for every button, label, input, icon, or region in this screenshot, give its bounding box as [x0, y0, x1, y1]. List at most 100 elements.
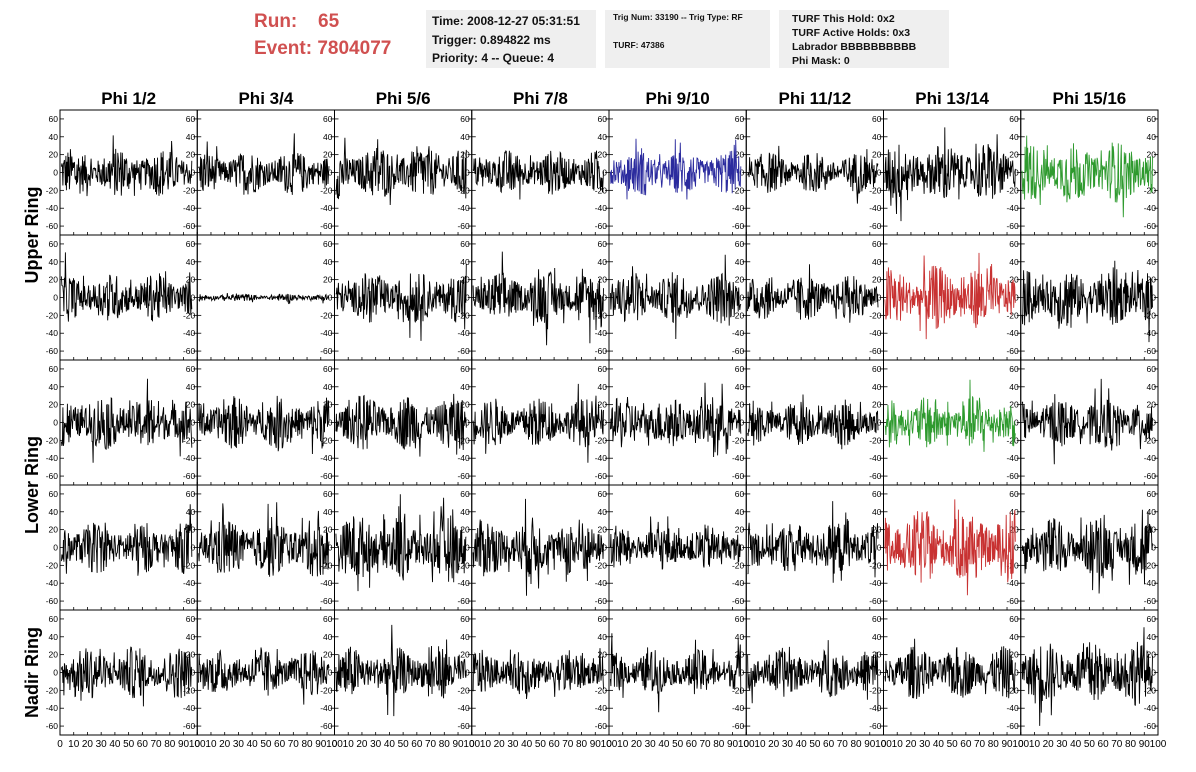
y-tick-label: 60 [1009, 239, 1019, 249]
x-tick-label: 40 [109, 739, 121, 750]
x-tick-label: 10 [754, 739, 766, 750]
y-tick-label: 20 [323, 150, 333, 160]
y-tick-label: -60 [732, 596, 745, 606]
x-tick-label: 60 [411, 739, 423, 750]
y-tick-label: -60 [869, 346, 882, 356]
y-tick-label: 0 [877, 168, 882, 178]
y-tick-label: -40 [1144, 578, 1157, 588]
y-tick-label: 60 [872, 114, 882, 124]
y-tick-label: -40 [46, 328, 59, 338]
y-tick-label: 40 [598, 507, 608, 517]
y-tick-label: -60 [595, 221, 608, 231]
waveform-trace [60, 378, 193, 463]
x-tick-label: 60 [274, 739, 286, 750]
y-tick-label: 40 [323, 507, 333, 517]
y-tick-label: -60 [1006, 596, 1019, 606]
y-tick-label: 60 [872, 239, 882, 249]
x-tick-label: 40 [521, 739, 533, 750]
y-tick-label: 0 [602, 668, 607, 678]
y-tick-label: -40 [869, 203, 882, 213]
y-tick-label: -60 [183, 221, 196, 231]
y-tick-label: 60 [186, 489, 196, 499]
y-tick-label: 60 [49, 489, 59, 499]
x-tick-label: 30 [370, 739, 382, 750]
y-tick-label: 40 [49, 382, 59, 392]
y-tick-label: -60 [732, 721, 745, 731]
y-tick-label: 40 [1147, 132, 1157, 142]
x-tick-label: 30 [507, 739, 519, 750]
y-tick-label: 60 [186, 614, 196, 624]
x-tick-label: 90 [178, 739, 190, 750]
y-tick-label: 40 [872, 382, 882, 392]
time-text: Time: 2008-12-27 05:31:51 [432, 14, 580, 28]
y-tick-label: -60 [320, 346, 333, 356]
y-tick-label: 0 [877, 293, 882, 303]
event-value: 7804077 [317, 38, 392, 59]
y-tick-label: -20 [732, 685, 745, 695]
x-tick-label: 20 [356, 739, 368, 750]
y-tick-label: 60 [323, 364, 333, 374]
waveform-trace [335, 264, 467, 341]
y-tick-label: -60 [595, 471, 608, 481]
y-tick-label: 60 [872, 489, 882, 499]
y-tick-label: -60 [46, 596, 59, 606]
column-title: Phi 15/16 [1053, 89, 1127, 108]
column-title: Phi 5/6 [376, 89, 431, 108]
x-tick-label: 70 [974, 739, 986, 750]
y-tick-label: -60 [1144, 221, 1157, 231]
y-tick-label: -20 [46, 435, 59, 445]
y-tick-label: -40 [320, 453, 333, 463]
y-tick-label: 0 [1151, 418, 1156, 428]
y-tick-label: 20 [598, 400, 608, 410]
x-tick-label: 90 [727, 739, 739, 750]
y-tick-label: -40 [732, 203, 745, 213]
y-tick-label: -40 [183, 203, 196, 213]
y-tick-label: 40 [598, 257, 608, 267]
y-tick-label: -40 [869, 453, 882, 463]
y-tick-label: -60 [183, 471, 196, 481]
waveform-trace [1021, 509, 1153, 594]
waveform-trace [335, 494, 467, 592]
x-tick-label: 100 [1150, 739, 1167, 750]
y-tick-label: 60 [49, 364, 59, 374]
x-tick-label: 0 [881, 739, 887, 750]
y-tick-label: 20 [460, 400, 470, 410]
x-tick-label: 60 [137, 739, 149, 750]
y-tick-label: 20 [735, 525, 745, 535]
y-tick-label: 60 [49, 114, 59, 124]
x-tick-label: 10 [480, 739, 492, 750]
y-tick-label: 40 [872, 507, 882, 517]
column-title: Phi 1/2 [101, 89, 156, 108]
x-tick-label: 0 [332, 739, 338, 750]
y-tick-label: 0 [191, 543, 196, 553]
y-tick-label: -20 [46, 310, 59, 320]
y-tick-label: 0 [602, 168, 607, 178]
y-tick-label: -20 [183, 435, 196, 445]
waveform-trace [884, 252, 1016, 340]
y-tick-label: -20 [1144, 310, 1157, 320]
y-tick-label: -20 [320, 310, 333, 320]
y-tick-label: 60 [1147, 114, 1157, 124]
y-tick-label: 20 [1009, 650, 1019, 660]
y-tick-label: 20 [598, 525, 608, 535]
y-tick-label: -60 [732, 471, 745, 481]
y-tick-label: 0 [1151, 293, 1156, 303]
x-tick-label: 90 [315, 739, 327, 750]
y-tick-label: -20 [46, 685, 59, 695]
y-tick-label: 0 [740, 168, 745, 178]
y-tick-label: 60 [1147, 489, 1157, 499]
trigger-info-box: Time: 2008-12-27 05:31:51 Trigger: 0.894… [426, 10, 596, 68]
y-tick-label: 0 [740, 543, 745, 553]
y-tick-label: 0 [1014, 418, 1019, 428]
y-tick-label: 20 [1009, 400, 1019, 410]
y-tick-label: -20 [1006, 685, 1019, 695]
y-tick-label: -60 [320, 721, 333, 731]
y-tick-label: -40 [183, 453, 196, 463]
x-tick-label: 30 [645, 739, 657, 750]
x-tick-label: 40 [1070, 739, 1082, 750]
y-tick-label: 0 [465, 543, 470, 553]
x-tick-label: 10 [892, 739, 904, 750]
turf-active-holds-text: TURF Active Holds: 0x3 [792, 27, 911, 39]
y-tick-label: 40 [323, 632, 333, 642]
y-tick-label: -60 [457, 596, 470, 606]
